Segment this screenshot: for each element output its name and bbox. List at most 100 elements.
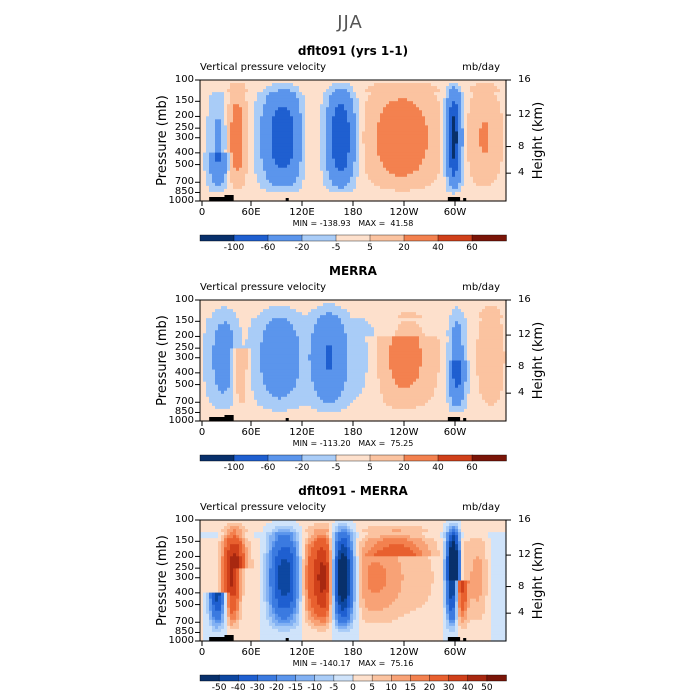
heatmap-cell	[347, 89, 351, 93]
heatmap-cell	[200, 101, 204, 105]
heatmap-cell	[227, 185, 231, 190]
heatmap-cell	[308, 194, 312, 199]
heatmap-cell	[380, 122, 384, 126]
heatmap-cell	[281, 119, 285, 123]
heatmap-cell	[287, 89, 291, 93]
heatmap-cell	[251, 167, 255, 172]
heatmap-cell	[293, 179, 297, 184]
heatmap-cell	[266, 191, 270, 196]
heatmap-cell	[209, 146, 213, 151]
heatmap-cell	[233, 125, 237, 130]
heatmap-cell	[341, 137, 345, 142]
heatmap-cell	[341, 188, 345, 193]
heatmap-cell	[332, 107, 336, 111]
heatmap-cell	[296, 86, 300, 90]
heatmap-cell	[227, 80, 231, 84]
heatmap-cell	[242, 128, 246, 133]
heatmap-cell	[326, 194, 330, 199]
heatmap-cell	[389, 80, 393, 84]
heatmap-cell	[296, 95, 300, 99]
heatmap-cell	[215, 80, 219, 84]
heatmap-cell	[326, 197, 330, 202]
heatmap-cell	[305, 140, 309, 145]
heatmap-cell	[383, 173, 387, 178]
heatmap-cell	[224, 89, 228, 93]
heatmap-cell	[380, 95, 384, 99]
heatmap-cell	[350, 80, 354, 84]
heatmap-cell	[374, 161, 378, 166]
heatmap-cell	[323, 167, 327, 172]
heatmap-cell	[278, 86, 282, 90]
heatmap-cell	[257, 92, 261, 96]
heatmap-cell	[260, 146, 264, 151]
heatmap-cell	[281, 161, 285, 166]
heatmap-cell	[350, 146, 354, 151]
heatmap-cell	[233, 116, 237, 120]
heatmap-cell	[266, 152, 270, 157]
heatmap-cell	[368, 101, 372, 105]
heatmap-cell	[200, 173, 204, 178]
heatmap-cell	[314, 113, 318, 117]
heatmap-cell	[344, 137, 348, 142]
heatmap-cell	[218, 89, 222, 93]
heatmap-cell	[311, 158, 315, 163]
heatmap-cell	[326, 137, 330, 142]
heatmap-cell	[329, 89, 333, 93]
heatmap-cell	[263, 194, 267, 199]
heatmap-cell	[299, 188, 303, 193]
heatmap-cell	[296, 110, 300, 114]
heatmap-cell	[266, 167, 270, 172]
heatmap-cell	[287, 128, 291, 133]
heatmap-cell	[380, 176, 384, 181]
heatmap-cell	[218, 173, 222, 178]
heatmap-cell	[284, 107, 288, 111]
heatmap-cell	[284, 131, 288, 136]
heatmap-cell	[380, 137, 384, 142]
heatmap-cell	[383, 185, 387, 190]
heatmap-cell	[287, 122, 291, 126]
heatmap-cell	[311, 107, 315, 111]
heatmap-cell	[371, 161, 375, 166]
heatmap-cell	[329, 122, 333, 126]
heatmap-cell	[377, 89, 381, 93]
heatmap-cell	[293, 125, 297, 130]
heatmap-cell	[200, 191, 204, 196]
heatmap-cell	[368, 113, 372, 117]
heatmap-cell	[302, 92, 306, 96]
heatmap-cell	[374, 119, 378, 123]
heatmap-cell	[284, 98, 288, 102]
heatmap-cell	[335, 164, 339, 169]
heatmap-cell	[311, 140, 315, 145]
heatmap-cell	[236, 89, 240, 93]
heatmap-cell	[200, 140, 204, 145]
heatmap-cell	[287, 182, 291, 187]
heatmap-cell	[335, 188, 339, 193]
heatmap-cell	[272, 131, 276, 136]
heatmap-cell	[278, 158, 282, 163]
heatmap-cell	[344, 146, 348, 151]
heatmap-cell	[326, 185, 330, 190]
heatmap-cell	[368, 149, 372, 154]
heatmap-cell	[308, 134, 312, 139]
heatmap-cell	[215, 173, 219, 178]
heatmap-cell	[242, 92, 246, 96]
heatmap-cell	[260, 95, 264, 99]
heatmap-cell	[203, 182, 207, 187]
heatmap-cell	[350, 182, 354, 187]
heatmap-cell	[290, 197, 294, 202]
heatmap-cell	[359, 152, 363, 157]
heatmap-cell	[218, 86, 222, 90]
heatmap-cell	[341, 167, 345, 172]
heatmap-cell	[317, 107, 321, 111]
heatmap-cell	[353, 161, 357, 166]
heatmap-cell	[206, 80, 210, 84]
heatmap-cell	[302, 185, 306, 190]
heatmap-cell	[200, 104, 204, 108]
heatmap-cell	[356, 122, 360, 126]
heatmap-cell	[305, 110, 309, 114]
heatmap-cell	[224, 191, 228, 196]
heatmap-cell	[308, 197, 312, 202]
heatmap-cell	[380, 110, 384, 114]
heatmap-cell	[251, 86, 255, 90]
